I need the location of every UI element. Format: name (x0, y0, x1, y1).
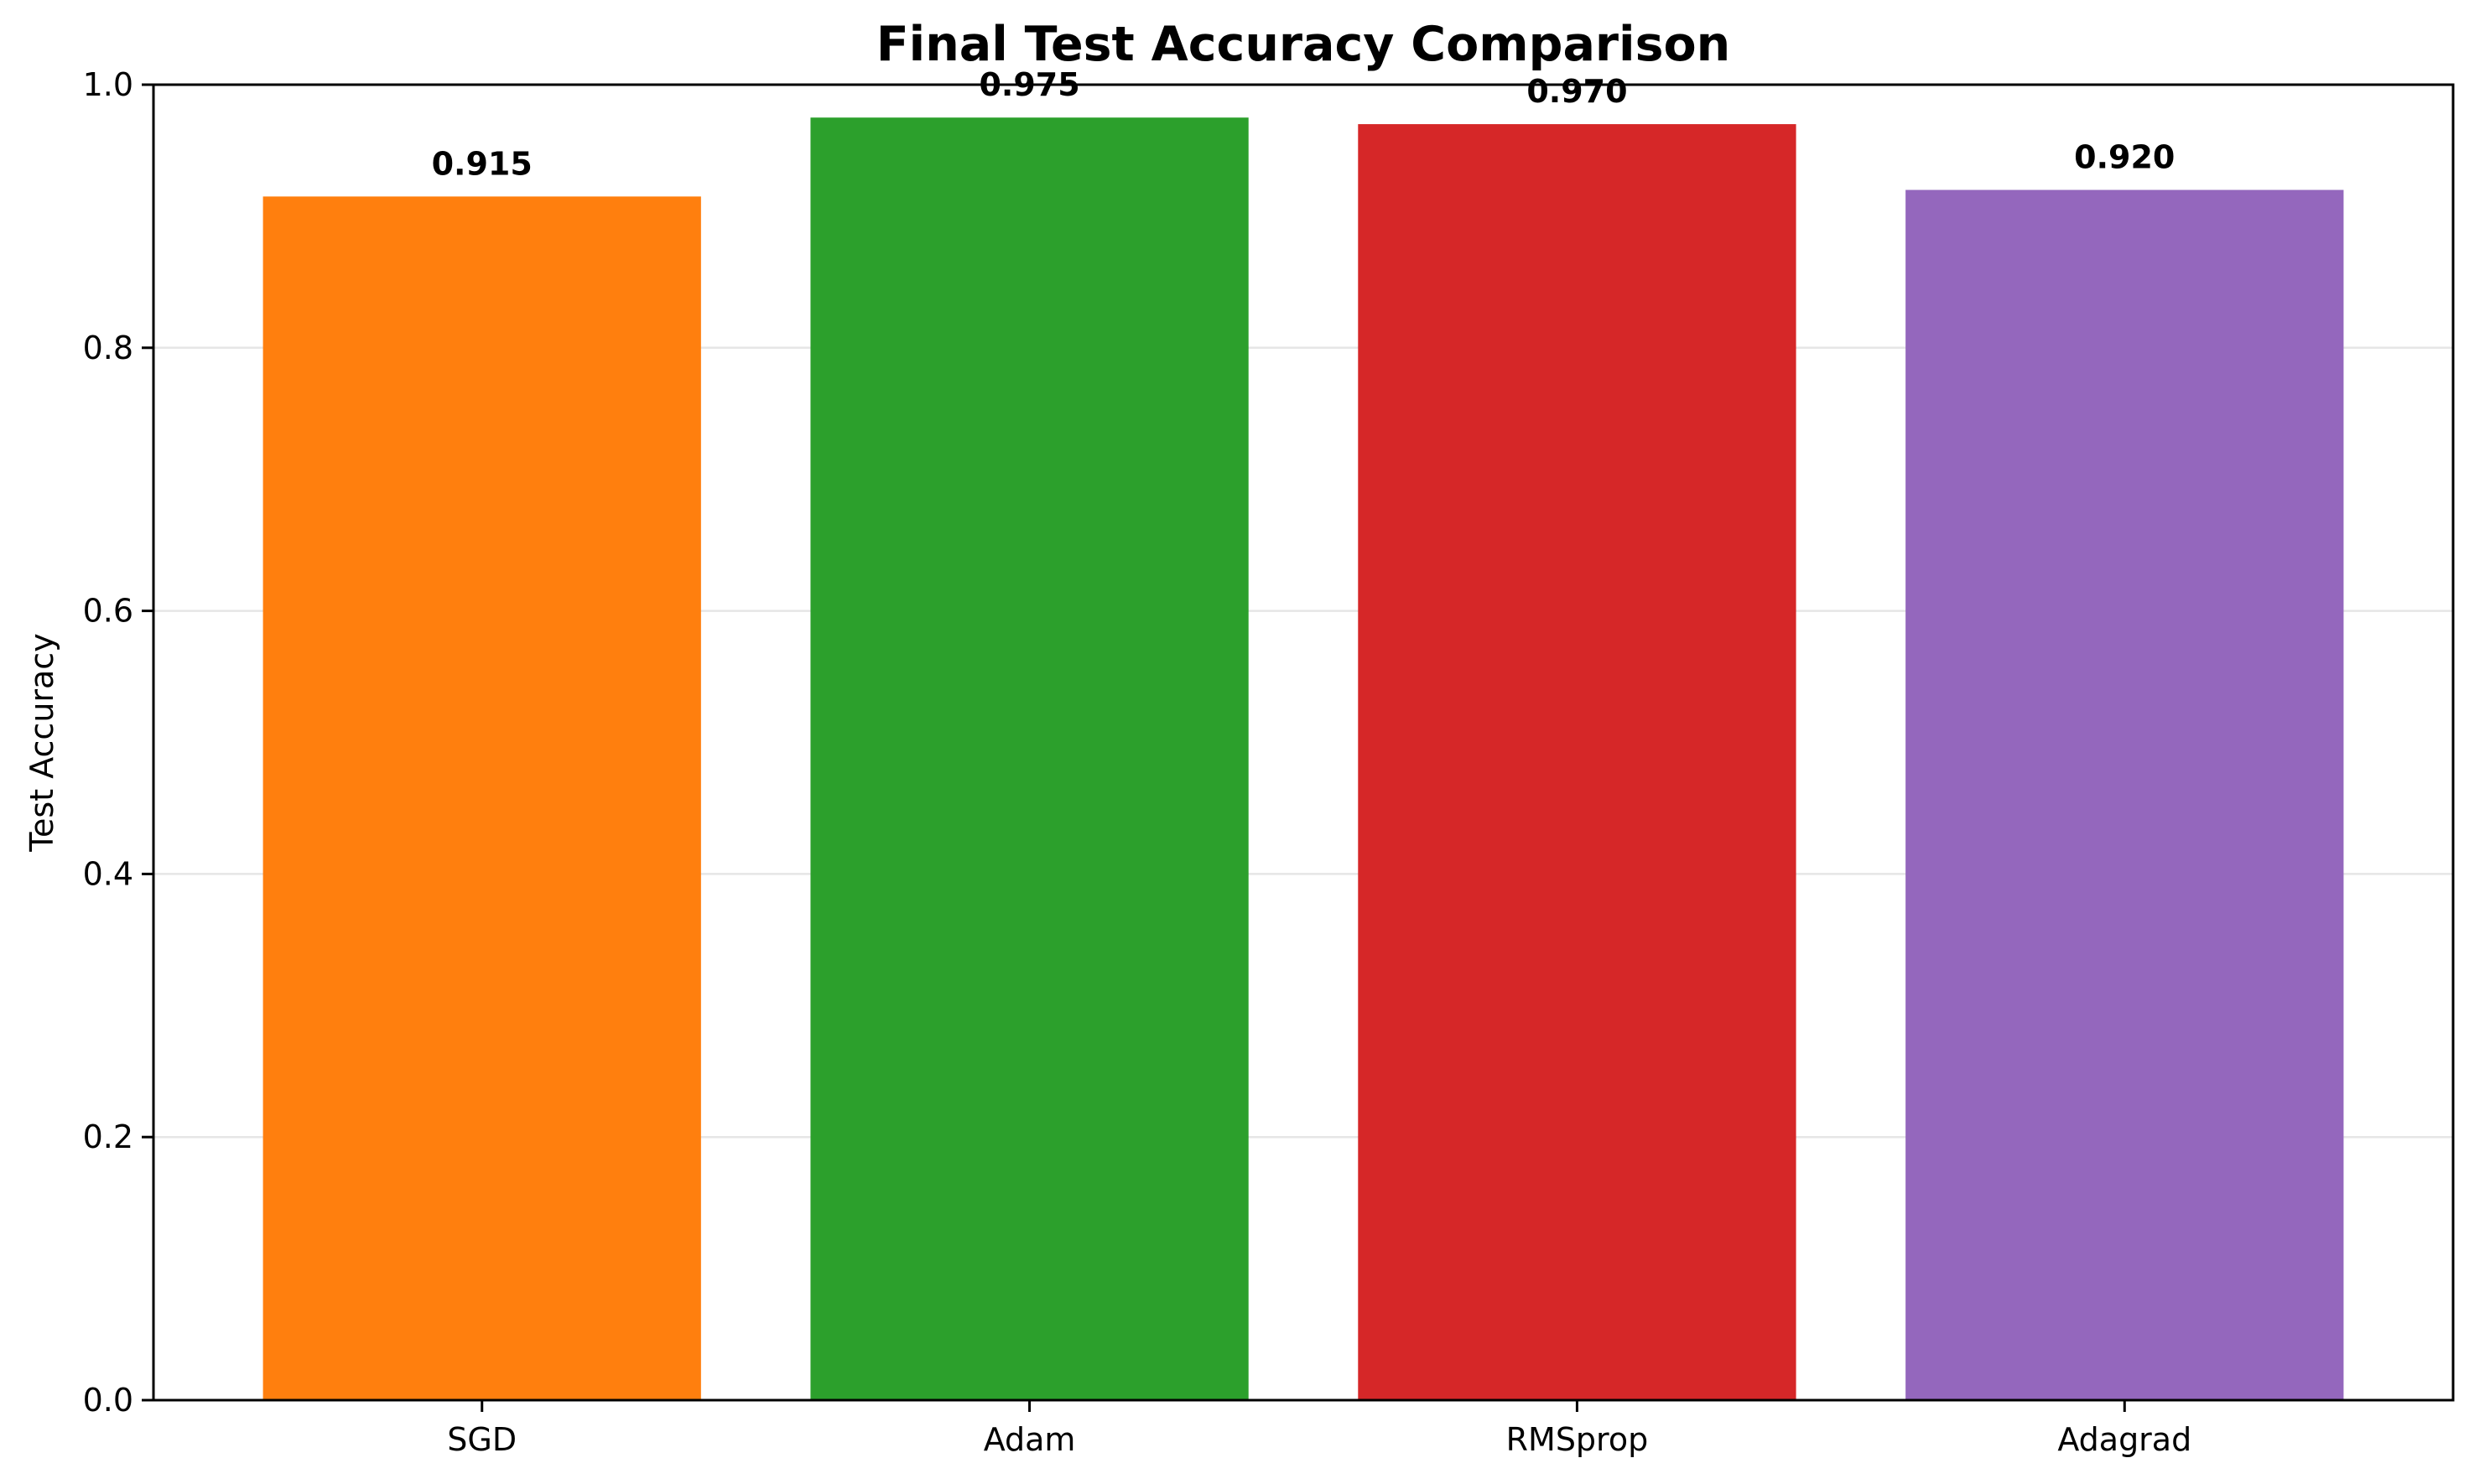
x-tick-label-sgd: SGD (447, 1421, 517, 1458)
chart-title: Final Test Accuracy Comparison (876, 17, 1731, 72)
y-axis: 0.0 0.2 0.4 0.6 0.8 1.0 (83, 66, 153, 1419)
x-tick-label-rmsprop: RMSprop (1506, 1421, 1649, 1458)
plot-frame (152, 83, 2455, 1402)
bar-rmsprop (1358, 124, 1796, 1400)
x-tick-label-adagrad: Adagrad (2057, 1421, 2191, 1458)
bar-adam (810, 117, 1249, 1401)
bars-layer (263, 117, 2344, 1401)
y-tick-label: 1.0 (83, 66, 133, 103)
y-tick-label: 0.2 (83, 1118, 133, 1155)
y-tick-label: 0.4 (83, 855, 133, 892)
y-tick-label: 0.6 (83, 593, 133, 630)
x-axis: SGD Adam RMSprop Adagrad (447, 1400, 2191, 1458)
data-label-sgd: 0.915 (432, 145, 533, 182)
y-tick-label: 0.0 (83, 1382, 133, 1419)
x-tick-label-adam: Adam (984, 1421, 1076, 1458)
data-label-adagrad: 0.920 (2074, 139, 2175, 176)
bar-adagrad (1905, 189, 2344, 1400)
bar-sgd (263, 196, 701, 1401)
y-tick-label: 0.8 (83, 329, 133, 366)
y-axis-label: Test Accuracy (23, 633, 60, 852)
data-label-rmsprop: 0.970 (1526, 73, 1627, 110)
